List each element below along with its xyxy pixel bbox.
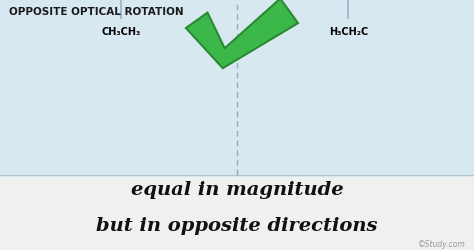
Text: but in opposite directions: but in opposite directions bbox=[96, 216, 378, 234]
Text: H₃CH₂C: H₃CH₂C bbox=[329, 27, 368, 37]
Bar bbox=[0, 0, 474, 177]
Text: OPPOSITE OPTICAL ROTATION: OPPOSITE OPTICAL ROTATION bbox=[9, 7, 183, 17]
Bar bbox=[0, 177, 474, 250]
Text: CH₃CH₃: CH₃CH₃ bbox=[101, 27, 140, 37]
Text: ©Study.com: ©Study.com bbox=[418, 239, 465, 248]
Polygon shape bbox=[186, 0, 298, 69]
Text: equal in magnitude: equal in magnitude bbox=[131, 181, 343, 198]
